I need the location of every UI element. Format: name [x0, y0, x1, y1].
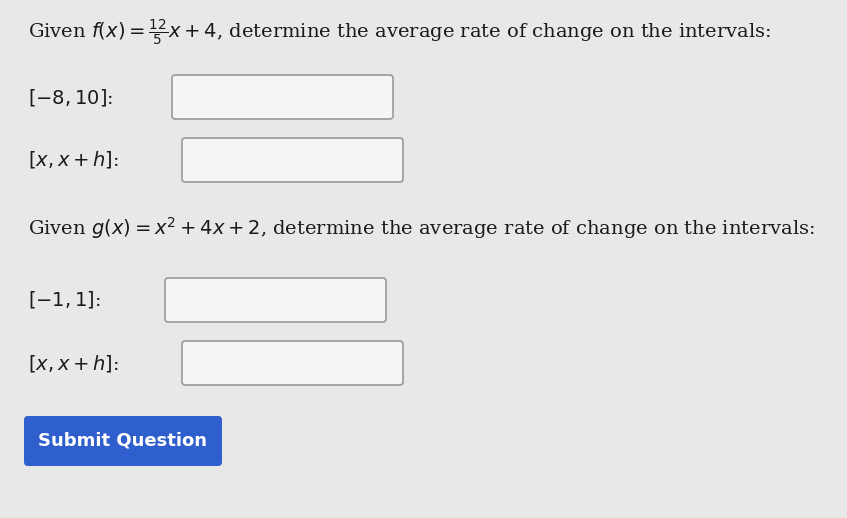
Text: $[-8,10]$:: $[-8,10]$: — [28, 87, 113, 108]
Text: Given $f(x) = \frac{12}{5}x + 4$, determine the average rate of change on the in: Given $f(x) = \frac{12}{5}x + 4$, determ… — [28, 18, 771, 48]
Text: $[x, x+h]$:: $[x, x+h]$: — [28, 150, 119, 170]
Text: $[-1,1]$:: $[-1,1]$: — [28, 290, 101, 310]
Text: $[x, x+h]$:: $[x, x+h]$: — [28, 353, 119, 373]
Text: Submit Question: Submit Question — [38, 432, 208, 450]
FancyBboxPatch shape — [165, 278, 386, 322]
FancyBboxPatch shape — [24, 416, 222, 466]
FancyBboxPatch shape — [182, 138, 403, 182]
FancyBboxPatch shape — [182, 341, 403, 385]
Text: Given $g(x) = x^2 + 4x + 2$, determine the average rate of change on the interva: Given $g(x) = x^2 + 4x + 2$, determine t… — [28, 215, 815, 241]
FancyBboxPatch shape — [172, 75, 393, 119]
